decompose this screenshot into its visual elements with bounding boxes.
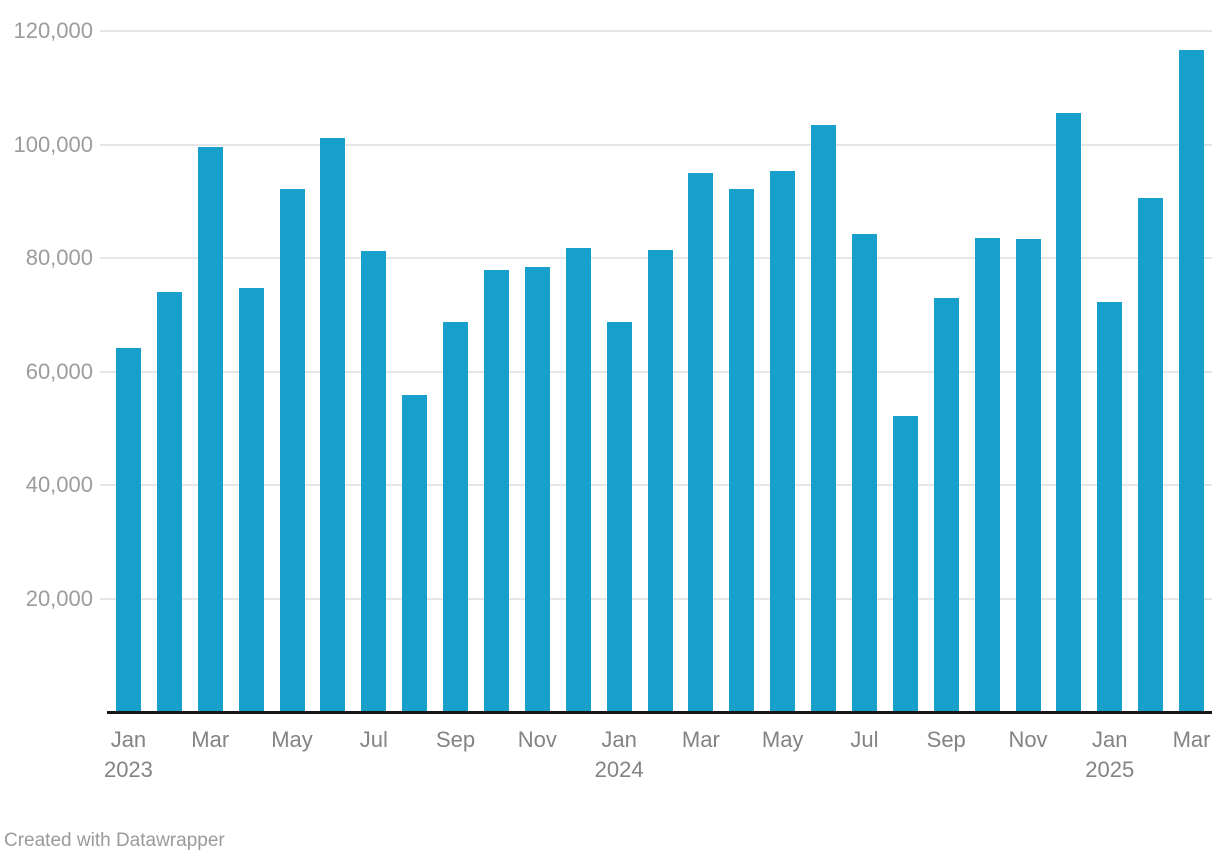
bar-jan-2025[interactable] <box>1097 302 1123 712</box>
y-axis-tick-label: 120,000 <box>13 18 93 43</box>
bar-mar-2024[interactable] <box>688 172 714 712</box>
bar-may-2024[interactable] <box>770 170 796 712</box>
bar-feb-2025[interactable] <box>1138 198 1164 712</box>
bar-jun-2023[interactable] <box>320 137 346 712</box>
bar-may-2023[interactable] <box>279 188 305 712</box>
bar-mar-2025[interactable] <box>1179 49 1205 712</box>
x-axis-tick-label-nov: Nov <box>1008 727 1048 752</box>
x-axis-tick-label-mar: Mar <box>1172 727 1211 752</box>
bar-jul-2024[interactable] <box>851 234 877 712</box>
x-axis-year-label-2024: 2024 <box>594 757 644 782</box>
bar-jul-2023[interactable] <box>361 251 387 712</box>
x-axis-tick-label-jan-2023: Jan <box>110 727 147 752</box>
y-axis-tick-label: 80,000 <box>25 245 93 270</box>
bar-aug-2023[interactable] <box>402 394 428 712</box>
x-axis-tick-label-jan-2024: Jan <box>601 727 637 752</box>
bar-jun-2024[interactable] <box>811 125 837 712</box>
bar-sep-2024[interactable] <box>933 297 959 712</box>
y-axis-tick-label: 100,000 <box>13 131 93 157</box>
x-axis-tick-label-may: May <box>761 727 804 752</box>
bar-apr-2024[interactable] <box>729 189 755 712</box>
bar-feb-2023[interactable] <box>156 292 182 712</box>
bar-oct-2023[interactable] <box>483 269 509 712</box>
bar-jan-2024[interactable] <box>606 322 632 712</box>
x-axis-tick-label-jul: Jul <box>359 727 388 752</box>
x-axis-tick-label-may: May <box>271 727 313 752</box>
x-axis-year-label-2025: 2025 <box>1085 757 1135 782</box>
y-axis-tick-label: 60,000 <box>25 358 93 384</box>
bar-apr-2023[interactable] <box>238 287 264 712</box>
x-axis-tick-label-sep: Sep <box>435 727 476 752</box>
x-axis-year-label-2023: 2023 <box>103 757 153 782</box>
bar-nov-2023[interactable] <box>524 267 550 712</box>
bar-mar-2023[interactable] <box>197 147 223 712</box>
x-axis-tick-label-sep: Sep <box>926 727 966 752</box>
bar-dec-2023[interactable] <box>565 247 591 712</box>
bar-aug-2024[interactable] <box>892 416 918 712</box>
y-axis-tick-label: 20,000 <box>25 585 93 611</box>
bar-sep-2023[interactable] <box>443 322 469 712</box>
bar-nov-2024[interactable] <box>1015 239 1041 712</box>
y-axis-tick-label: 40,000 <box>25 472 93 497</box>
x-axis-tick-label-jan-2025: Jan <box>1092 727 1128 752</box>
bar-dec-2024[interactable] <box>1056 113 1082 712</box>
bar-jan-2023[interactable] <box>115 347 141 712</box>
datawrapper-credit[interactable]: Created with Datawrapper <box>4 830 225 851</box>
gridline-100000 <box>100 143 1212 146</box>
x-axis-line <box>107 711 1212 714</box>
x-axis-tick-label-mar: Mar <box>191 727 230 752</box>
x-axis-tick-label-nov: Nov <box>517 727 557 752</box>
x-axis-tick-label-jul: Jul <box>850 727 879 752</box>
bar-feb-2024[interactable] <box>647 250 673 712</box>
bar-oct-2024[interactable] <box>974 238 1000 712</box>
gridline-120000 <box>100 30 1212 32</box>
x-axis-tick-label-mar: Mar <box>681 727 720 752</box>
